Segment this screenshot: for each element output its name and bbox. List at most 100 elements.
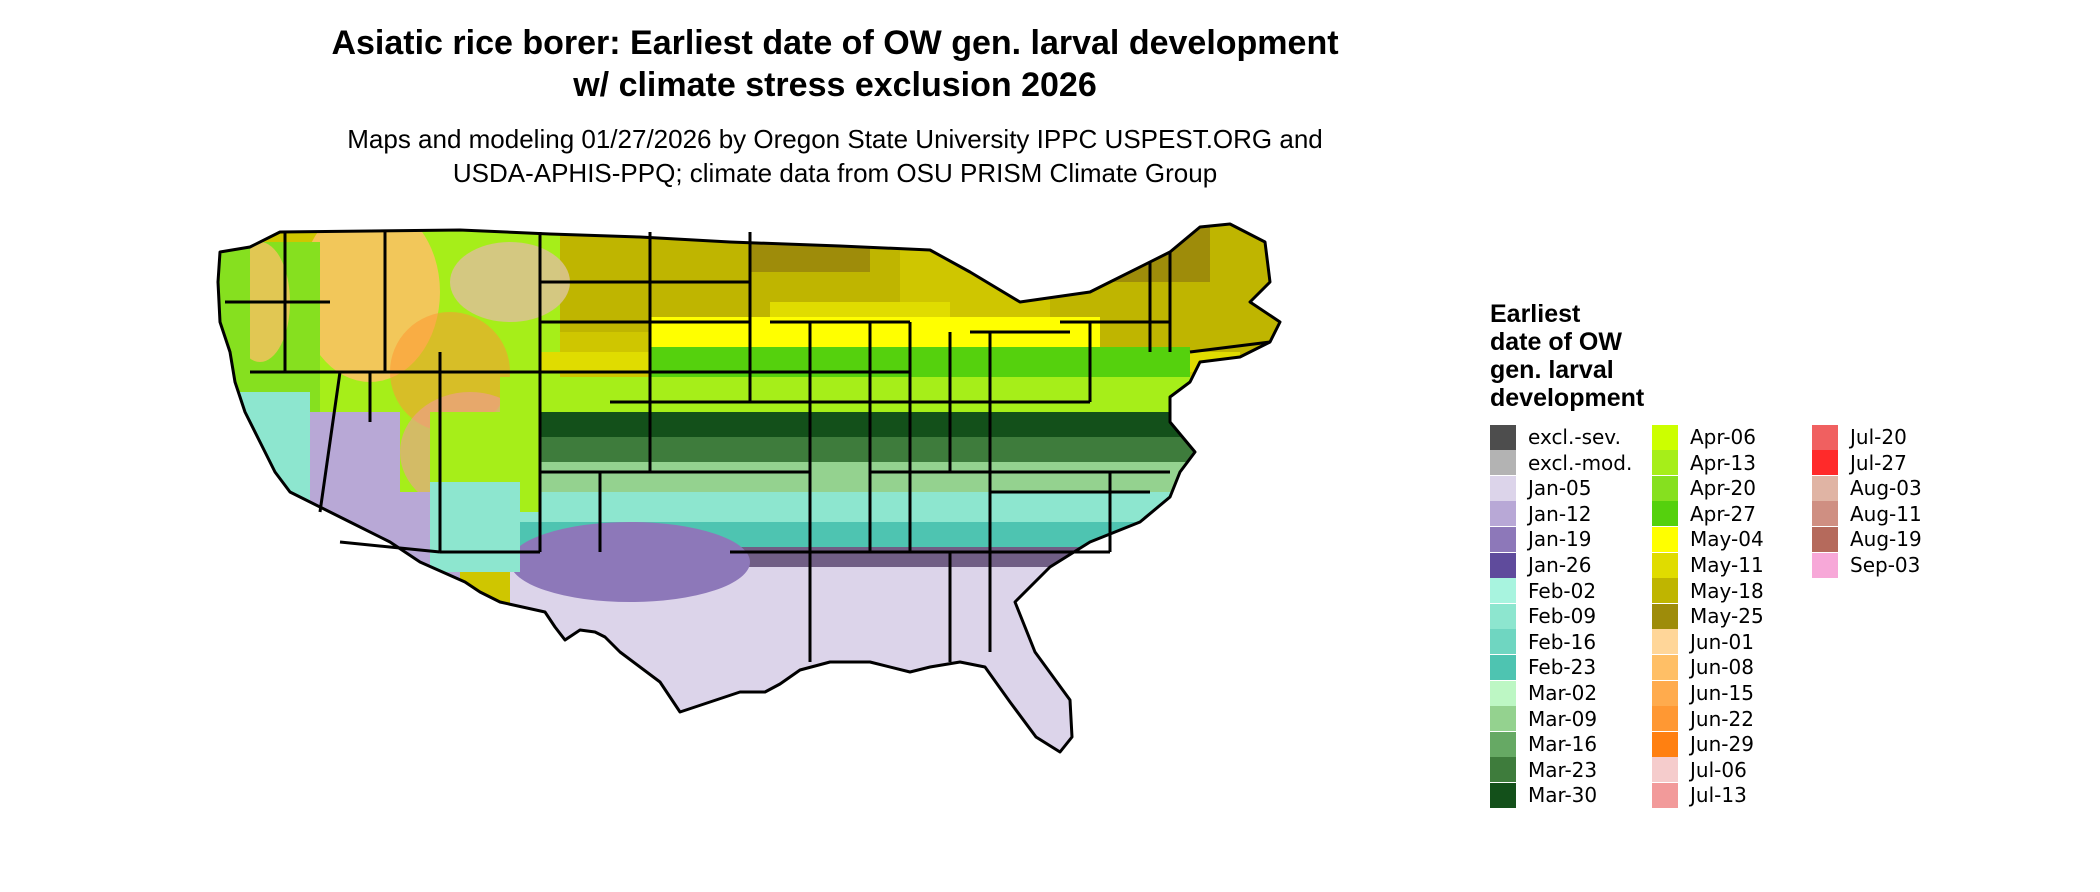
legend-label: Jun-29	[1690, 732, 1754, 757]
legend-label: May-25	[1690, 604, 1764, 629]
legend-swatch	[1490, 782, 1516, 808]
title-line-2: w/ climate stress exclusion 2026	[573, 66, 1097, 104]
legend-swatch	[1490, 757, 1516, 783]
legend-title-line: Earliest	[1490, 300, 1581, 328]
legend-title-line: development	[1490, 384, 1645, 412]
legend-item: Apr-13	[1652, 450, 1756, 476]
legend-swatch	[1652, 680, 1678, 706]
legend-swatch	[1652, 450, 1678, 476]
legend-label: Jun-22	[1690, 706, 1754, 731]
legend-item: Feb-09	[1490, 603, 1596, 629]
legend-item: Jan-26	[1490, 552, 1592, 578]
legend-item: May-04	[1652, 526, 1764, 552]
legend-swatch	[1652, 706, 1678, 732]
legend-swatch	[1652, 782, 1678, 808]
legend-swatch	[1652, 552, 1678, 578]
legend-item: Jul-13	[1652, 782, 1747, 808]
legend-swatch	[1490, 731, 1516, 757]
legend-item: Jun-29	[1652, 731, 1754, 757]
legend-item: Sep-03	[1812, 552, 1920, 578]
subtitle-line-2: USDA-APHIS-PPQ; climate data from OSU PR…	[452, 158, 1218, 188]
legend-item: Mar-16	[1490, 731, 1597, 757]
legend-item: May-11	[1652, 552, 1764, 578]
legend-swatch	[1490, 578, 1516, 604]
legend-label: Mar-23	[1528, 757, 1598, 782]
legend-swatch	[1490, 552, 1516, 578]
legend-item: Jun-01	[1652, 629, 1754, 655]
legend-swatch	[1490, 475, 1516, 501]
legend-item: Apr-20	[1652, 475, 1756, 501]
legend-label: Mar-16	[1528, 732, 1598, 757]
subtitle-line-1: Maps and modeling 01/27/2026 by Oregon S…	[347, 124, 1323, 154]
legend-swatch	[1490, 603, 1516, 629]
legend-item: Aug-03	[1812, 475, 1922, 501]
legend-label: Feb-23	[1528, 655, 1597, 680]
legend-swatch	[1812, 450, 1838, 476]
legend-label: Feb-16	[1528, 629, 1597, 654]
legend-label: Aug-03	[1850, 476, 1922, 501]
legend-item: Jan-12	[1490, 501, 1592, 527]
map-title: Asiatic rice borer: Earliest date of OW …	[160, 22, 1510, 106]
legend-label: Jul-06	[1690, 757, 1747, 782]
legend-swatch	[1652, 654, 1678, 680]
legend-label: Apr-20	[1690, 476, 1756, 501]
legend-item: Jun-08	[1652, 654, 1754, 680]
legend-swatch	[1652, 629, 1678, 655]
legend-swatch	[1490, 654, 1516, 680]
legend-swatch	[1652, 424, 1678, 450]
us-map	[216, 222, 1282, 754]
legend-swatch	[1812, 526, 1838, 552]
legend-label: Jan-05	[1528, 476, 1592, 501]
legend-swatch	[1812, 501, 1838, 527]
legend-item: Jun-22	[1652, 706, 1754, 732]
legend-label: May-04	[1690, 527, 1764, 552]
legend-label: Jan-26	[1528, 553, 1592, 577]
legend-label: May-11	[1690, 553, 1764, 577]
legend-swatch	[1812, 475, 1838, 501]
legend-label: Jul-27	[1850, 450, 1907, 475]
legend-item: Apr-27	[1652, 501, 1756, 527]
legend-item: excl.-mod.	[1490, 450, 1632, 476]
legend-label: Feb-09	[1528, 604, 1597, 629]
legend-item: Jul-20	[1812, 424, 1907, 450]
legend-title: Earliest date of OW gen. larval developm…	[1490, 300, 1730, 412]
legend-item: Jan-05	[1490, 475, 1592, 501]
legend-label: Mar-30	[1528, 783, 1598, 808]
map-subtitle: Maps and modeling 01/27/2026 by Oregon S…	[160, 122, 1510, 190]
legend-swatch	[1652, 757, 1678, 783]
legend-label: Aug-11	[1850, 501, 1922, 526]
legend-label: Mar-02	[1528, 681, 1598, 705]
legend-item: Aug-19	[1812, 526, 1922, 552]
legend-item: May-18	[1652, 578, 1764, 604]
legend-item: Jul-27	[1812, 450, 1907, 476]
legend-label: Apr-13	[1690, 450, 1756, 475]
legend-swatch	[1652, 501, 1678, 527]
legend-item: Mar-02	[1490, 680, 1597, 706]
legend-item: Mar-30	[1490, 782, 1597, 808]
legend-swatch	[1490, 501, 1516, 527]
legend-swatch	[1652, 603, 1678, 629]
legend-swatch	[1490, 680, 1516, 706]
map-legend: Earliest date of OW gen. larval developm…	[1490, 300, 2090, 820]
legend-item: Mar-23	[1490, 757, 1597, 783]
legend-label: Aug-19	[1850, 527, 1922, 552]
legend-label: Jan-12	[1528, 501, 1592, 526]
state-borders	[216, 222, 1282, 754]
legend-item: Apr-06	[1652, 424, 1756, 450]
legend-item: Feb-23	[1490, 654, 1596, 680]
legend-swatch	[1652, 731, 1678, 757]
legend-item: Jan-19	[1490, 526, 1592, 552]
legend-label: Jan-19	[1528, 527, 1592, 552]
legend-title-line: gen. larval	[1490, 356, 1614, 384]
legend-swatch	[1652, 578, 1678, 604]
legend-label: Sep-03	[1850, 553, 1921, 577]
legend-label: excl.-mod.	[1528, 450, 1633, 475]
legend-item: Jun-15	[1652, 680, 1754, 706]
legend-swatch	[1490, 424, 1516, 450]
legend-title-line: date of OW	[1490, 328, 1622, 356]
legend-label: Mar-09	[1528, 706, 1598, 731]
legend-item: Jul-06	[1652, 757, 1747, 783]
title-line-1: Asiatic rice borer: Earliest date of OW …	[331, 24, 1339, 62]
legend-label: Jun-08	[1690, 655, 1754, 680]
legend-swatch	[1490, 706, 1516, 732]
